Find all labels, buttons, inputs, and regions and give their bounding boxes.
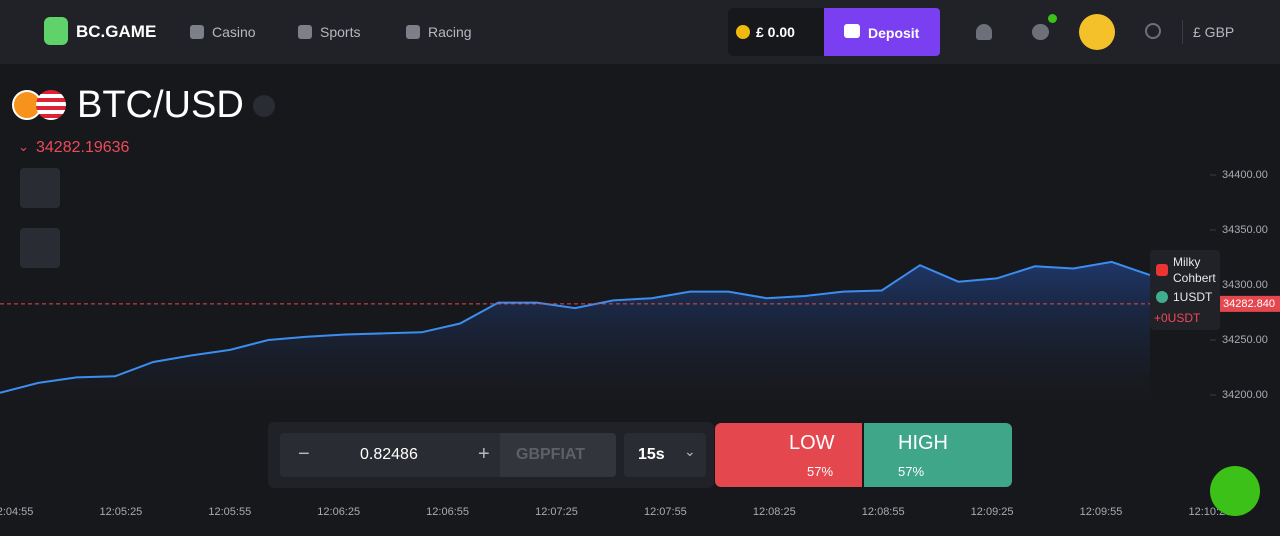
player-bet: Milky Cohbert 1USDT +0USDT [1150,250,1220,330]
y-tick-label: 34350.00 [1222,224,1268,236]
chat[interactable] [1032,24,1049,40]
plus[interactable]: + [478,443,490,465]
nav-label[interactable]: Racing [428,24,472,40]
logo-icon [44,17,68,45]
x-tick-label: 12:09:25 [971,506,1014,518]
nav-label[interactable]: Casino [212,24,256,40]
player-name: Milky Cohbert [1173,255,1216,285]
wallet-icon [844,24,860,38]
y-tick-label: 34200.00 [1222,389,1268,401]
x-tick-label: 12:09:55 [1080,506,1123,518]
bet-controls: − 0.82486 + GBPFIAT 15s ⌄ [268,422,714,488]
player-bet-amount: 1USDT [1173,290,1213,304]
currency-code[interactable]: GBPFIAT [516,446,586,463]
balance-value: £ 0.00 [756,24,795,40]
minus[interactable]: − [298,443,310,465]
y-tick-label: 34400.00 [1222,169,1268,181]
nav-link[interactable]: Sports [298,24,360,40]
globe[interactable] [1145,23,1161,39]
pair-name: BTC/USD [77,84,244,126]
x-tick-label: 12:05:55 [208,506,251,518]
online-dot [1048,14,1057,23]
currency-select[interactable]: GBPFIAT [500,433,616,477]
low-payout[interactable]: 57% [807,464,834,479]
high-payout[interactable]: 57% [898,464,925,479]
current-price-tag [1220,295,1280,312]
nav-label[interactable]: Sports [320,24,361,40]
duration[interactable]: 15s [638,446,665,463]
price-area [0,261,1150,410]
bet-icon [1156,291,1168,303]
x-tick-label: 12:05:25 [99,506,142,518]
price-line [0,260,1151,394]
balance[interactable]: £ 0.00 [728,8,824,56]
low-button[interactable]: LOW 57% [715,423,862,487]
deposit-button[interactable]: Deposit [824,8,940,56]
amount-input[interactable]: − 0.82486 + [280,433,500,477]
deposit-label[interactable]: Deposit [868,25,920,41]
support-button[interactable] [1210,466,1260,516]
header: BC.GAME Casino Sports Racing £ 0.00 Depo… [0,0,1280,64]
player-avatar [1156,264,1168,276]
high-button[interactable]: HIGH 57% [864,423,1012,487]
chevron: ⌄ [684,443,696,459]
divider [1182,20,1183,44]
y-tick-label: 34300.00 [1222,279,1268,291]
player-profit: +0USDT [1154,311,1201,325]
low-label[interactable]: LOW [789,432,835,454]
axis-panel [1210,64,1280,494]
x-tick-label: 12:08:25 [753,506,796,518]
nav-link[interactable]: Casino [190,24,256,40]
brand: BC.GAME [76,22,157,41]
x-tick-label: 12:07:55 [644,506,687,518]
currency[interactable]: £ GBP [1193,24,1235,40]
x-tick-label: 12:06:25 [317,506,360,518]
bell[interactable] [976,24,992,40]
high-label[interactable]: HIGH [898,432,948,454]
nav-link[interactable]: Racing [406,24,472,40]
x-tick-label: 12:06:55 [426,506,469,518]
x-tick-label: 12:04:55 [0,506,33,518]
x-tick-label: 12:07:25 [535,506,578,518]
price: 34282.19636 [36,139,130,156]
history-button[interactable] [20,228,60,268]
duration-select[interactable]: 15s ⌄ [624,433,706,477]
y-tick-label: 34250.00 [1222,334,1268,346]
price-arrow: ⌄ [18,139,29,154]
settings-button[interactable] [20,168,60,208]
pair-dropdown[interactable] [253,95,275,117]
avatar[interactable] [1079,14,1115,50]
coin [736,25,750,39]
current-price-label: 34282.840 [1223,298,1275,310]
amount[interactable]: 0.82486 [360,446,418,463]
usd-icon [36,90,66,120]
x-tick-label: 12:08:55 [862,506,905,518]
